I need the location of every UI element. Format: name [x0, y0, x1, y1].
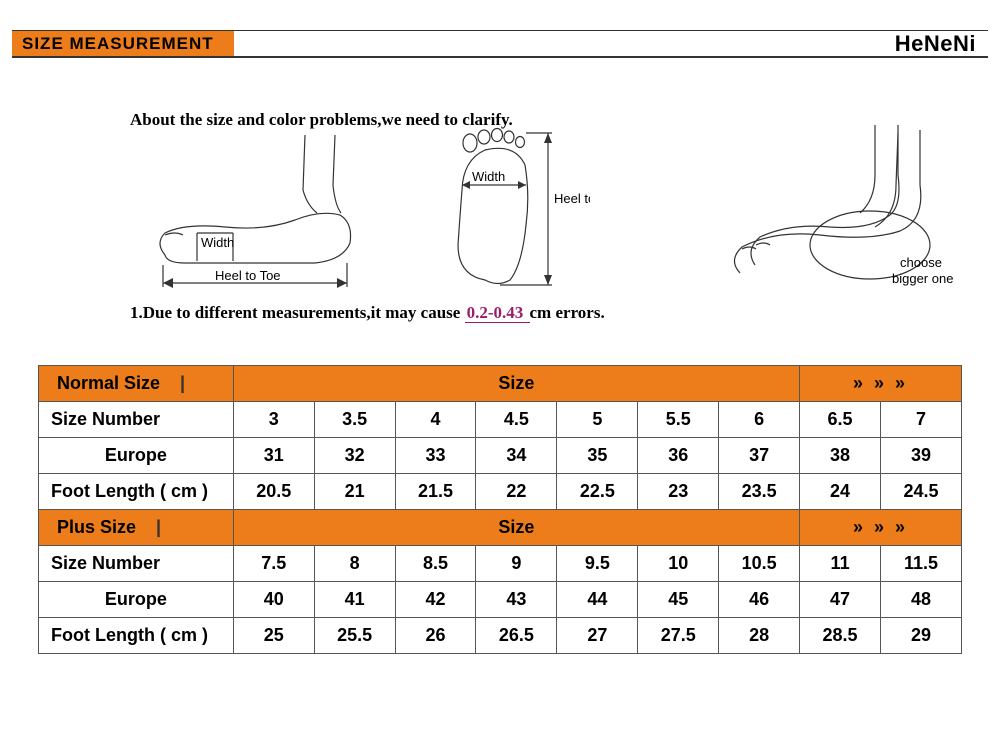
- table-cell: 28: [719, 618, 800, 654]
- table-cell: 11: [800, 546, 881, 582]
- table-cell: 28.5: [800, 618, 881, 654]
- table-cell: 3: [233, 402, 314, 438]
- table-cell: 38: [800, 438, 881, 474]
- table-cell: 6: [719, 402, 800, 438]
- table-cell: 36: [638, 438, 719, 474]
- table-cell: 46: [719, 582, 800, 618]
- row-label: Size Number: [39, 402, 234, 438]
- table-cell: 20.5: [233, 474, 314, 510]
- heel-to-toe-label: Heel to Toe: [554, 191, 590, 206]
- table-cell: 34: [476, 438, 557, 474]
- table-header-row: Normal Size |Size» » »: [39, 366, 962, 402]
- header-bar: SIZE MEASUREMENT HeNeNi: [12, 30, 988, 58]
- section-title-right: » » »: [800, 366, 962, 402]
- table-cell: 21: [314, 474, 395, 510]
- table-cell: 21.5: [395, 474, 476, 510]
- brand-name: HeNeNi: [895, 31, 988, 57]
- table-cell: 3.5: [314, 402, 395, 438]
- table-cell: 26: [395, 618, 476, 654]
- table-cell: 22: [476, 474, 557, 510]
- table-cell: 9.5: [557, 546, 638, 582]
- table-cell: 7.5: [233, 546, 314, 582]
- table-row: Europe313233343536373839: [39, 438, 962, 474]
- table-cell: 40: [233, 582, 314, 618]
- section-title-left: Plus Size |: [39, 510, 234, 546]
- row-label: Europe: [39, 582, 234, 618]
- row-label: Foot Length ( cm ): [39, 474, 234, 510]
- table-cell: 10.5: [719, 546, 800, 582]
- table-row: Foot Length ( cm )2525.52626.52727.52828…: [39, 618, 962, 654]
- table-cell: 8.5: [395, 546, 476, 582]
- table-cell: 24: [800, 474, 881, 510]
- table-cell: 35: [557, 438, 638, 474]
- table-cell: 6.5: [800, 402, 881, 438]
- section-title-right: » » »: [800, 510, 962, 546]
- heel-to-toe-label: Heel to Toe: [215, 268, 281, 283]
- error-note: 1.Due to different measurements,it may c…: [130, 303, 605, 323]
- section-title-left: Normal Size |: [39, 366, 234, 402]
- table-cell: 23: [638, 474, 719, 510]
- table-row: Size Number33.544.555.566.57: [39, 402, 962, 438]
- table-cell: 45: [638, 582, 719, 618]
- table-cell: 27.5: [638, 618, 719, 654]
- table-cell: 10: [638, 546, 719, 582]
- table-cell: 25: [233, 618, 314, 654]
- row-label: Europe: [39, 438, 234, 474]
- table-row: Size Number7.588.599.51010.51111.5: [39, 546, 962, 582]
- table-cell: 7: [881, 402, 962, 438]
- section-title-mid: Size: [233, 366, 799, 402]
- width-label: Width: [472, 169, 505, 184]
- table-row: Foot Length ( cm )20.52121.52222.52323.5…: [39, 474, 962, 510]
- note-highlight: 0.2-0.43: [465, 303, 530, 323]
- table-cell: 47: [800, 582, 881, 618]
- table-cell: 43: [476, 582, 557, 618]
- foot-side-diagram: Width Heel to Toe: [135, 135, 375, 300]
- table-cell: 22.5: [557, 474, 638, 510]
- choose-label-1: choose: [900, 255, 942, 270]
- table-row: Europe404142434445464748: [39, 582, 962, 618]
- row-label: Foot Length ( cm ): [39, 618, 234, 654]
- table-cell: 29: [881, 618, 962, 654]
- size-table: Normal Size |Size» » »Size Number33.544.…: [38, 365, 962, 654]
- table-cell: 48: [881, 582, 962, 618]
- table-cell: 42: [395, 582, 476, 618]
- choose-label-2: bigger one: [892, 271, 953, 286]
- table-cell: 5.5: [638, 402, 719, 438]
- two-feet-diagram: choose bigger one: [720, 115, 970, 295]
- table-cell: 44: [557, 582, 638, 618]
- width-label: Width: [201, 235, 234, 250]
- table-cell: 33: [395, 438, 476, 474]
- table-cell: 41: [314, 582, 395, 618]
- table-cell: 39: [881, 438, 962, 474]
- table-cell: 4: [395, 402, 476, 438]
- table-cell: 25.5: [314, 618, 395, 654]
- section-title-mid: Size: [233, 510, 799, 546]
- table-cell: 37: [719, 438, 800, 474]
- table-cell: 9: [476, 546, 557, 582]
- note-prefix: 1.Due to different measurements,it may c…: [130, 303, 465, 322]
- table-cell: 24.5: [881, 474, 962, 510]
- table-cell: 31: [233, 438, 314, 474]
- table-cell: 27: [557, 618, 638, 654]
- table-cell: 11.5: [881, 546, 962, 582]
- table-cell: 32: [314, 438, 395, 474]
- note-suffix: cm errors.: [530, 303, 605, 322]
- table-cell: 4.5: [476, 402, 557, 438]
- footprint-diagram: Width Heel to Toe: [430, 125, 590, 295]
- table-cell: 8: [314, 546, 395, 582]
- table-cell: 5: [557, 402, 638, 438]
- table-cell: 26.5: [476, 618, 557, 654]
- header-title: SIZE MEASUREMENT: [12, 31, 234, 56]
- table-header-row: Plus Size |Size» » »: [39, 510, 962, 546]
- row-label: Size Number: [39, 546, 234, 582]
- table-cell: 23.5: [719, 474, 800, 510]
- diagram-row: Width Heel to Toe Width: [70, 135, 970, 305]
